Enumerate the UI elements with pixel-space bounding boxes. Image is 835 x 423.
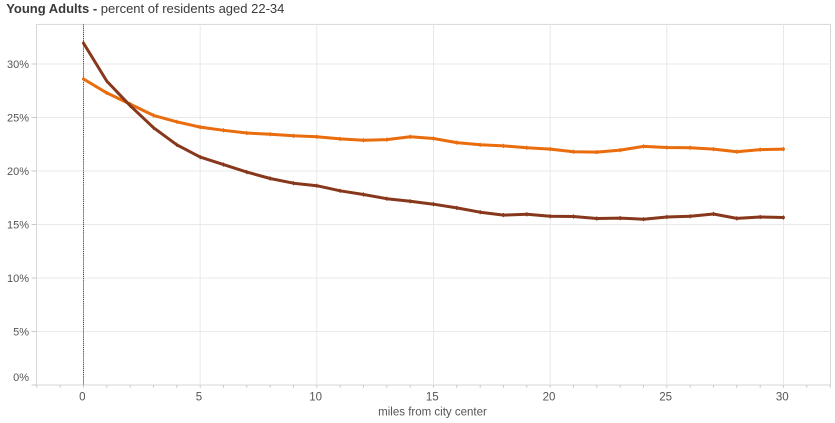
svg-text:30%: 30% xyxy=(7,59,29,71)
svg-text:15%: 15% xyxy=(7,219,29,231)
svg-text:0: 0 xyxy=(79,391,85,403)
svg-text:10%: 10% xyxy=(7,273,29,285)
svg-text:5: 5 xyxy=(196,391,202,403)
svg-text:25%: 25% xyxy=(7,112,29,124)
svg-text:20%: 20% xyxy=(7,166,29,178)
svg-text:25: 25 xyxy=(659,391,672,403)
svg-text:0%: 0% xyxy=(13,372,29,384)
svg-text:20: 20 xyxy=(543,391,556,403)
svg-text:10: 10 xyxy=(309,391,322,403)
svg-text:miles from city center: miles from city center xyxy=(378,407,487,419)
svg-text:5%: 5% xyxy=(13,326,29,338)
svg-text:30: 30 xyxy=(776,391,789,403)
svg-text:15: 15 xyxy=(426,391,439,403)
